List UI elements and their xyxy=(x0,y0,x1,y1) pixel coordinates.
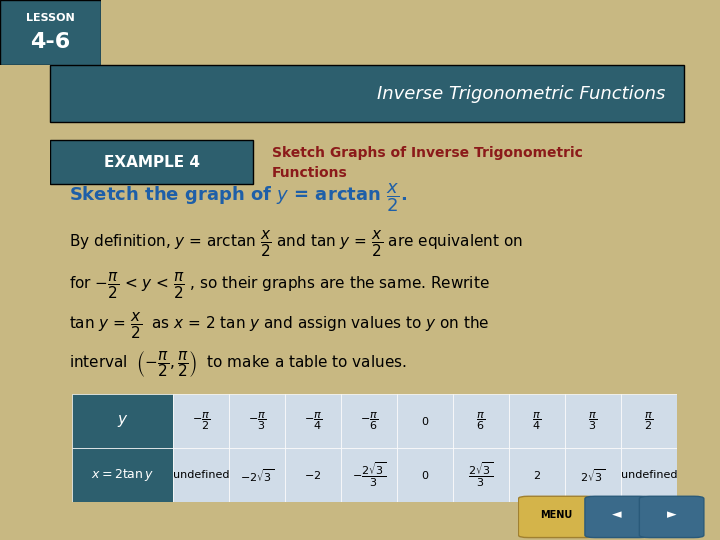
Text: $-\dfrac{\pi}{3}$: $-\dfrac{\pi}{3}$ xyxy=(248,410,266,432)
Text: $-\dfrac{\pi}{6}$: $-\dfrac{\pi}{6}$ xyxy=(359,410,378,432)
Text: 4-6: 4-6 xyxy=(30,32,71,52)
FancyBboxPatch shape xyxy=(621,394,677,448)
FancyBboxPatch shape xyxy=(285,394,341,448)
Text: $y$: $y$ xyxy=(117,413,128,429)
Text: $0$: $0$ xyxy=(420,415,429,427)
FancyBboxPatch shape xyxy=(397,394,453,448)
FancyBboxPatch shape xyxy=(509,394,564,448)
Text: Sketch the graph of $y$ = arctan $\dfrac{x}{2}$.: Sketch the graph of $y$ = arctan $\dfrac… xyxy=(69,181,408,214)
Text: ◄: ◄ xyxy=(613,508,622,521)
Text: $0$: $0$ xyxy=(420,469,429,481)
FancyBboxPatch shape xyxy=(518,496,595,538)
Text: Functions: Functions xyxy=(272,166,348,180)
Text: LESSON: LESSON xyxy=(26,13,75,23)
Text: ►: ► xyxy=(667,508,676,521)
FancyBboxPatch shape xyxy=(585,496,649,538)
Text: By definition, $y$ = arctan $\dfrac{x}{2}$ and tan $y$ = $\dfrac{x}{2}$ are equi: By definition, $y$ = arctan $\dfrac{x}{2… xyxy=(69,230,523,259)
FancyBboxPatch shape xyxy=(397,448,453,502)
Text: EXAMPLE 4: EXAMPLE 4 xyxy=(104,155,199,170)
FancyBboxPatch shape xyxy=(229,394,285,448)
Text: $\dfrac{\pi}{4}$: $\dfrac{\pi}{4}$ xyxy=(532,410,541,432)
FancyBboxPatch shape xyxy=(341,448,397,502)
FancyBboxPatch shape xyxy=(509,448,564,502)
FancyBboxPatch shape xyxy=(0,0,101,65)
FancyBboxPatch shape xyxy=(453,394,509,448)
Text: $x = 2\tan y$: $x = 2\tan y$ xyxy=(91,467,154,483)
FancyBboxPatch shape xyxy=(173,394,229,448)
Text: $\dfrac{\pi}{2}$: $\dfrac{\pi}{2}$ xyxy=(644,410,653,432)
FancyBboxPatch shape xyxy=(639,496,704,538)
Text: MENU: MENU xyxy=(541,510,573,519)
FancyBboxPatch shape xyxy=(173,448,229,502)
FancyBboxPatch shape xyxy=(50,140,253,184)
FancyBboxPatch shape xyxy=(341,394,397,448)
Text: for $-\dfrac{\pi}{2}$ < $y$ < $\dfrac{\pi}{2}$ , so their graphs are the same. R: for $-\dfrac{\pi}{2}$ < $y$ < $\dfrac{\p… xyxy=(69,271,490,301)
FancyBboxPatch shape xyxy=(72,448,173,502)
Text: undefined: undefined xyxy=(621,470,677,480)
Text: $\dfrac{2\sqrt{3}}{3}$: $\dfrac{2\sqrt{3}}{3}$ xyxy=(468,461,493,489)
FancyBboxPatch shape xyxy=(285,448,341,502)
FancyBboxPatch shape xyxy=(229,448,285,502)
FancyBboxPatch shape xyxy=(621,448,677,502)
Text: $\dfrac{\pi}{6}$: $\dfrac{\pi}{6}$ xyxy=(476,410,485,432)
FancyBboxPatch shape xyxy=(564,448,621,502)
Text: $-2$: $-2$ xyxy=(304,469,321,481)
Text: $\dfrac{\pi}{3}$: $\dfrac{\pi}{3}$ xyxy=(588,410,598,432)
Text: tan $y$ = $\dfrac{x}{2}$  as $x$ = 2 tan $y$ and assign values to $y$ on the: tan $y$ = $\dfrac{x}{2}$ as $x$ = 2 tan … xyxy=(69,311,490,341)
Text: undefined: undefined xyxy=(173,470,229,480)
Text: $-\dfrac{2\sqrt{3}}{3}$: $-\dfrac{2\sqrt{3}}{3}$ xyxy=(351,461,386,489)
Text: Inverse Trigonometric Functions: Inverse Trigonometric Functions xyxy=(377,85,665,103)
Text: Sketch Graphs of Inverse Trigonometric: Sketch Graphs of Inverse Trigonometric xyxy=(272,146,583,160)
Text: $2$: $2$ xyxy=(533,469,541,481)
FancyBboxPatch shape xyxy=(564,394,621,448)
FancyBboxPatch shape xyxy=(50,65,684,123)
FancyBboxPatch shape xyxy=(453,448,509,502)
Text: interval  $\left(-\dfrac{\pi}{2}, \dfrac{\pi}{2}\right)$  to make a table to val: interval $\left(-\dfrac{\pi}{2}, \dfrac{… xyxy=(69,349,407,379)
Text: $-\dfrac{\pi}{2}$: $-\dfrac{\pi}{2}$ xyxy=(192,410,210,432)
Text: $-2\sqrt{3}$: $-2\sqrt{3}$ xyxy=(240,467,274,483)
Text: $2\sqrt{3}$: $2\sqrt{3}$ xyxy=(580,467,606,483)
Text: $-\dfrac{\pi}{4}$: $-\dfrac{\pi}{4}$ xyxy=(304,410,322,432)
FancyBboxPatch shape xyxy=(72,394,173,448)
